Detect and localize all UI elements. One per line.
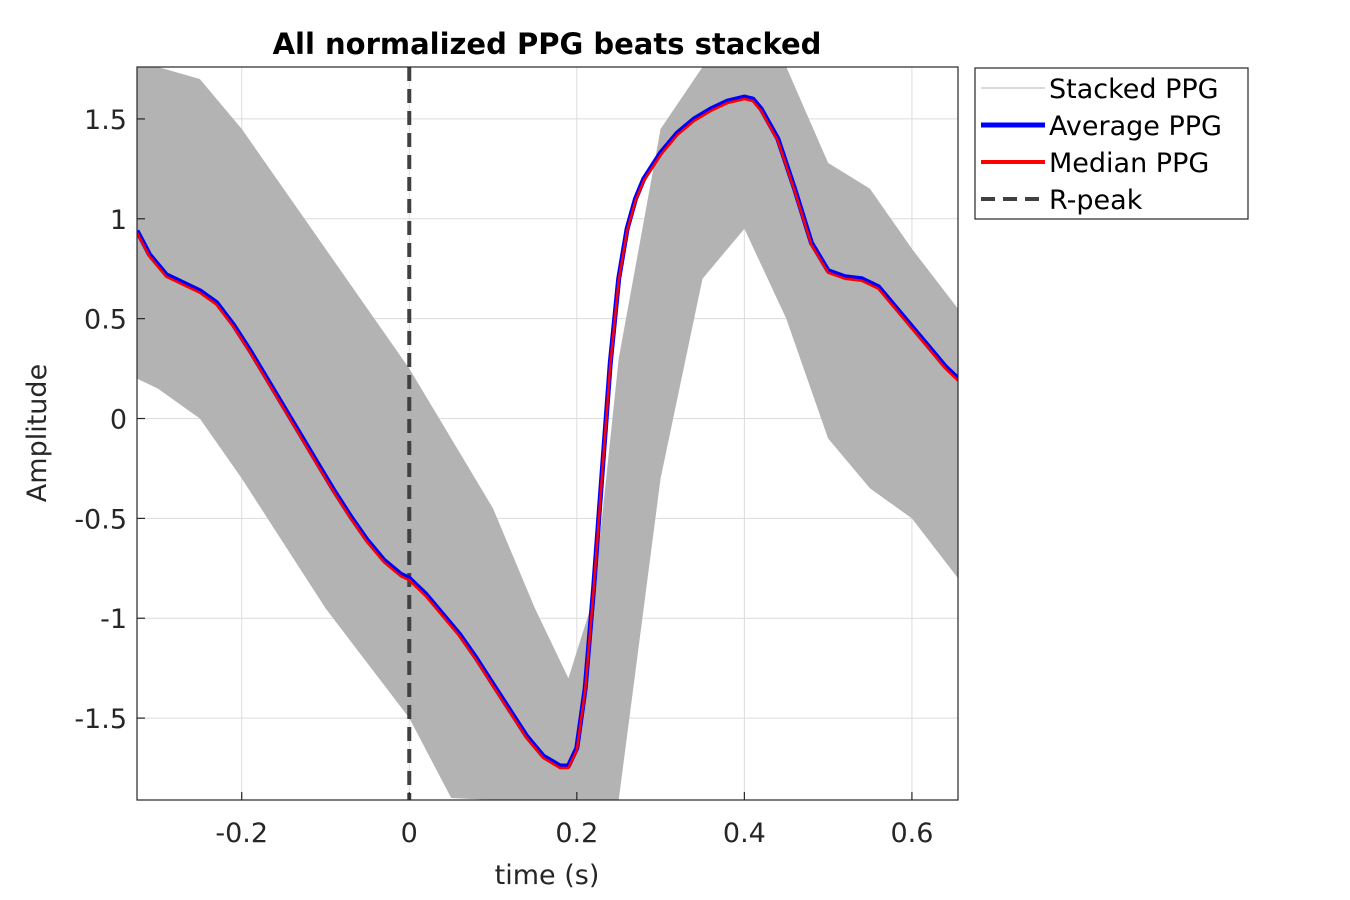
legend-label: Median PPG bbox=[1049, 148, 1209, 179]
y-tick-label: -1.5 bbox=[74, 704, 127, 735]
y-tick-label: 0.5 bbox=[84, 305, 127, 336]
legend-label: Stacked PPG bbox=[1049, 74, 1219, 105]
axis-ticks: -0.2 0 0.2 0.4 0.6 -1.5 -1 -0.5 0 0.5 1 1.5 bbox=[74, 105, 933, 849]
x-tick-label: 0 bbox=[401, 818, 418, 849]
axes-box bbox=[136, 66, 959, 801]
y-axis-label: Amplitude bbox=[22, 364, 53, 502]
x-tick-label: 0.4 bbox=[723, 818, 766, 849]
y-tick-label: 0 bbox=[110, 405, 127, 436]
y-tick-label: -0.5 bbox=[74, 504, 127, 535]
legend: Stacked PPG Average PPG Median PPG R-peak bbox=[974, 67, 1249, 220]
x-tick-label: 0.2 bbox=[555, 818, 598, 849]
x-tick-label: 0.6 bbox=[890, 818, 933, 849]
x-axis-label: time (s) bbox=[495, 860, 600, 891]
legend-box bbox=[974, 67, 1249, 220]
y-tick-label: -1 bbox=[100, 604, 127, 635]
series-line-median-ppg bbox=[137, 97, 958, 770]
stacked-ppg-band bbox=[137, 67, 958, 800]
chart-title: All normalized PPG beats stacked bbox=[273, 27, 822, 61]
plot-area bbox=[137, 67, 958, 800]
y-tick-label: 1.5 bbox=[84, 105, 127, 136]
legend-label: R-peak bbox=[1049, 185, 1143, 216]
x-tick-label: -0.2 bbox=[215, 818, 268, 849]
y-tick-label: 1 bbox=[110, 205, 127, 236]
legend-label: Average PPG bbox=[1049, 111, 1222, 142]
